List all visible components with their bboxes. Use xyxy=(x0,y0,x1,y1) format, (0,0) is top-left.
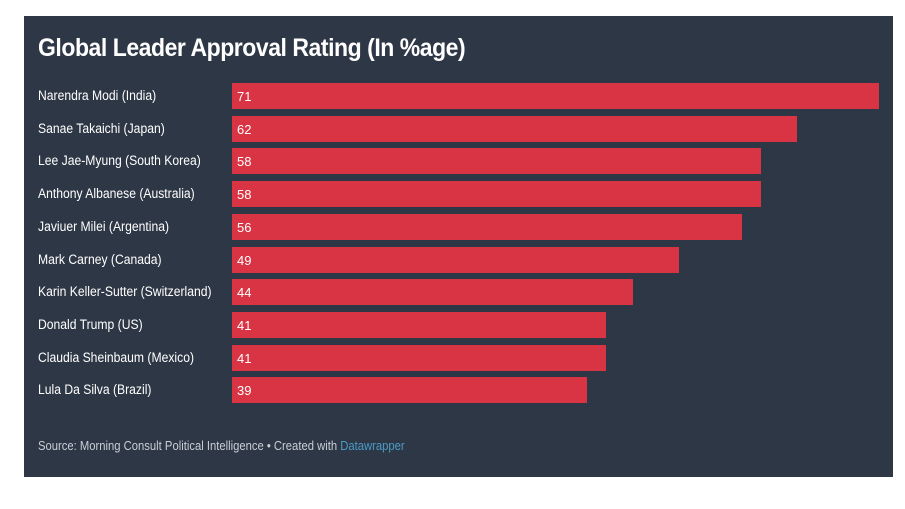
value-label: 39 xyxy=(237,383,252,399)
value-label: 58 xyxy=(237,154,252,170)
chart-panel: Global Leader Approval Rating (In %age) … xyxy=(24,16,893,477)
category-label: Narendra Modi (India) xyxy=(38,88,157,103)
bar xyxy=(232,377,588,404)
chart-title: Global Leader Approval Rating (In %age) xyxy=(38,34,466,62)
value-label: 62 xyxy=(237,121,252,137)
category-label: Claudia Sheinbaum (Mexico) xyxy=(38,349,195,365)
source-text: Source: Morning Consult Political Intell… xyxy=(38,439,341,453)
bar xyxy=(232,148,761,175)
bar xyxy=(232,344,606,371)
bar xyxy=(232,311,606,338)
bars-area: Narendra Modi (India) 71 Sanae Takaichi (J… xyxy=(24,16,893,477)
bar xyxy=(232,181,761,208)
category-label: Javiuer Milei (Argentina) xyxy=(38,218,170,234)
value-label: 49 xyxy=(237,252,252,268)
source-note: Source: Morning Consult Political Intell… xyxy=(38,439,405,453)
value-label: 56 xyxy=(237,219,252,235)
value-label: 41 xyxy=(237,350,252,366)
bar xyxy=(232,83,879,109)
bar xyxy=(232,115,797,142)
category-label: Lula Da Silva (Brazil) xyxy=(38,382,152,398)
category-label: Sanae Takaichi (Japan) xyxy=(38,120,165,136)
category-label: Lee Jae-Myung (South Korea) xyxy=(38,153,201,169)
bar xyxy=(232,279,633,306)
category-label: Mark Carney (Canada) xyxy=(38,251,162,267)
category-label: Karin Keller-Sutter (Switzerland) xyxy=(38,284,212,300)
bar xyxy=(232,213,743,240)
value-label: 58 xyxy=(237,187,252,203)
value-label: 41 xyxy=(237,317,252,333)
category-label: Donald Trump (US) xyxy=(38,316,143,332)
bar xyxy=(232,246,679,273)
datawrapper-link[interactable]: Datawrapper xyxy=(340,439,405,453)
value-label: 71 xyxy=(237,89,252,104)
category-label: Anthony Albanese (Australia) xyxy=(38,186,195,202)
value-label: 44 xyxy=(237,285,252,301)
